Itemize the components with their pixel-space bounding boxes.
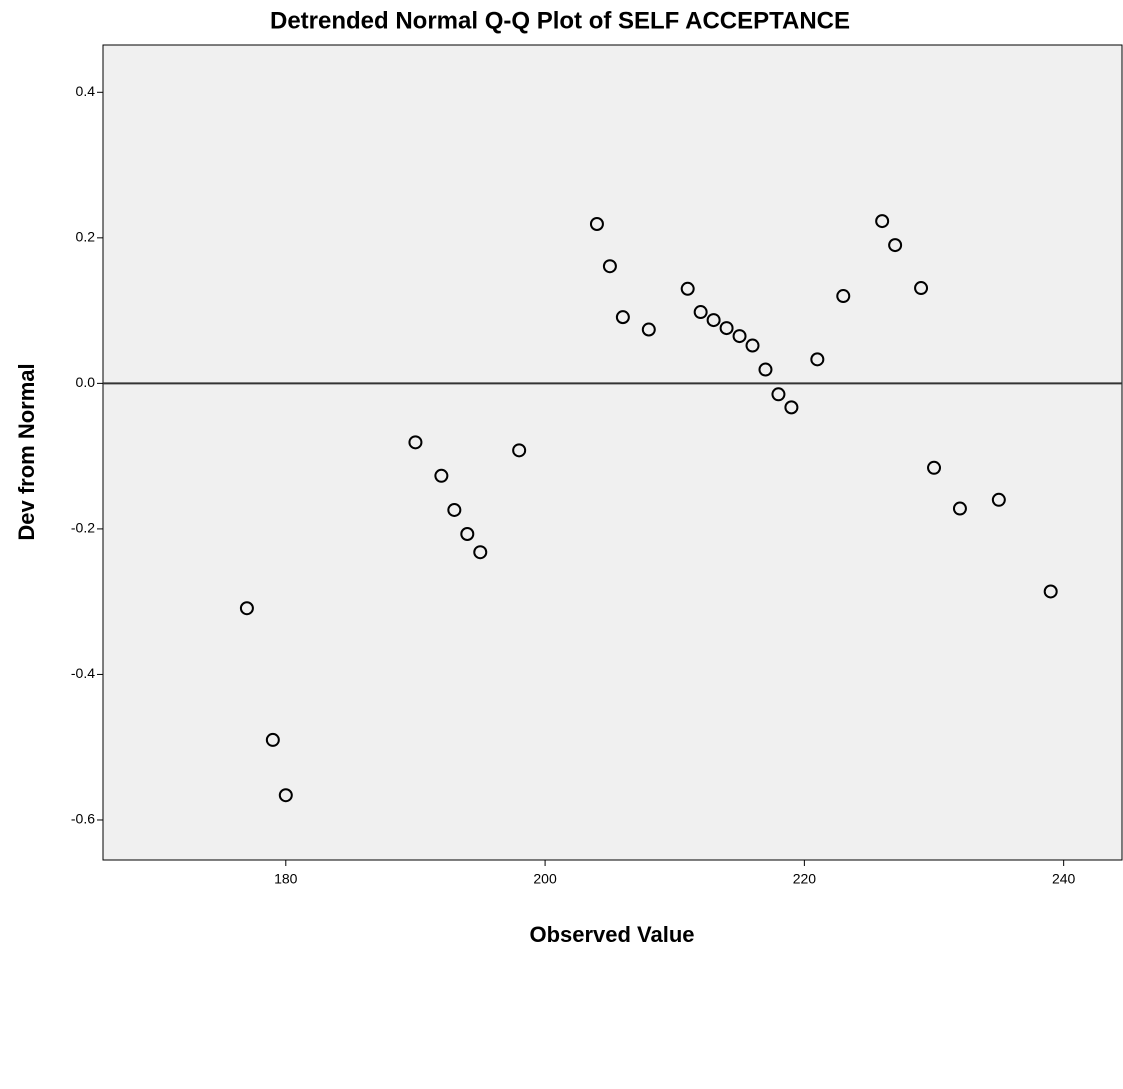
plot-area: [102, 44, 1123, 861]
point: [680, 281, 695, 296]
point: [589, 217, 604, 232]
y-tick-label: -0.2: [71, 520, 95, 536]
point: [473, 545, 488, 560]
point: [771, 387, 786, 402]
y-axis-title: Dev from Normal: [14, 363, 39, 540]
point: [732, 329, 747, 344]
x-tick-label: 180: [274, 871, 298, 887]
point: [239, 601, 254, 616]
point: [1043, 584, 1058, 599]
y-tick-label: -0.6: [71, 811, 95, 827]
y-tick-label: 0.2: [76, 229, 96, 245]
point: [758, 362, 773, 377]
point: [719, 321, 734, 336]
x-tick-label: 220: [793, 871, 817, 887]
y-tick-label: -0.4: [71, 665, 95, 681]
x-tick-label: 240: [1052, 871, 1076, 887]
point: [745, 338, 760, 353]
y-tick-label: 0.0: [76, 374, 96, 390]
point: [278, 788, 293, 803]
point: [615, 310, 630, 325]
point: [602, 259, 617, 274]
point: [784, 400, 799, 415]
point: [447, 502, 462, 517]
point: [706, 313, 721, 328]
point: [641, 322, 656, 337]
point: [512, 443, 527, 458]
point: [408, 435, 423, 450]
x-tick-label: 200: [533, 871, 557, 887]
point: [914, 281, 929, 296]
point: [693, 305, 708, 320]
point: [927, 460, 942, 475]
point: [810, 352, 825, 367]
point: [836, 289, 851, 304]
point: [952, 501, 967, 516]
point: [434, 468, 449, 483]
point: [888, 238, 903, 253]
point: [460, 527, 475, 541]
point: [875, 214, 890, 229]
point: [265, 732, 280, 747]
x-axis-title: Observed Value: [529, 922, 694, 947]
y-tick-label: 0.4: [76, 83, 96, 99]
point: [991, 492, 1006, 507]
chart-title: Detrended Normal Q-Q Plot of SELF ACCEPT…: [270, 7, 850, 34]
